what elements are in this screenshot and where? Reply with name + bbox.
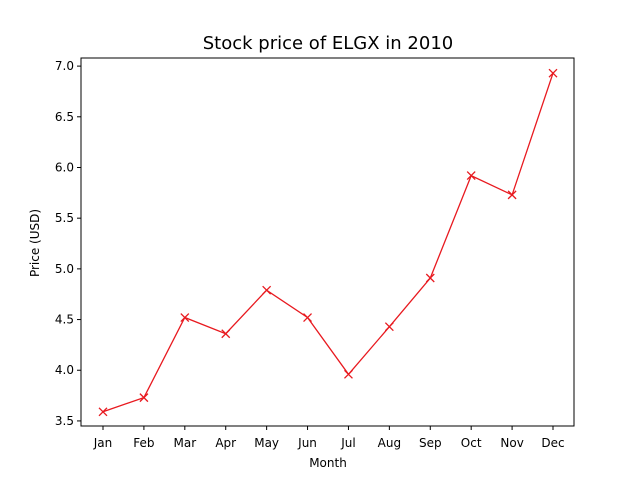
x-tick-label: Jan	[93, 436, 113, 450]
y-tick-label: 4.0	[55, 363, 74, 377]
y-axis-label: Price (USD)	[28, 209, 42, 277]
data-point	[303, 313, 313, 322]
chart-title: Stock price of ELGX in 2010	[203, 33, 453, 54]
plot-frame	[80, 57, 575, 427]
y-tick-label: 5.5	[55, 211, 74, 225]
data-point	[139, 393, 149, 403]
plot-area: 3.5 4.0 4.5 5.0 5.5 6.0 6.5 7.0 Jan Feb Mar Apr May J…	[55, 57, 575, 450]
x-tick-label: Nov	[500, 436, 523, 450]
x-tick-label: Apr	[215, 436, 236, 450]
x-tick-label: Aug	[378, 436, 401, 450]
y-tick-label: 6.5	[55, 110, 74, 124]
series-line	[102, 72, 554, 413]
x-tick-label: May	[254, 436, 279, 450]
data-point	[343, 369, 353, 379]
data-point	[507, 190, 517, 200]
x-tick-label: Jul	[340, 436, 355, 450]
data-point	[262, 285, 272, 295]
x-tick-label: Oct	[461, 436, 482, 450]
x-tick-label: Feb	[133, 436, 154, 450]
data-point	[425, 273, 435, 283]
y-tick-label: 3.5	[55, 414, 74, 428]
x-tick-label: Sep	[419, 436, 442, 450]
y-tick-label: 6.0	[55, 160, 74, 174]
data-point	[98, 407, 108, 417]
data-point	[466, 171, 476, 181]
data-point	[384, 322, 394, 332]
y-tick-label: 5.0	[55, 262, 74, 276]
x-tick-label: Jun	[297, 436, 317, 450]
data-point	[548, 68, 558, 78]
data-point	[180, 313, 190, 322]
y-tick-label: 4.5	[55, 313, 74, 327]
y-tick-label: 7.0	[55, 59, 74, 73]
x-tick-label: Mar	[173, 436, 196, 450]
x-tick-label: Dec	[541, 436, 564, 450]
x-axis-label: Month	[309, 456, 347, 470]
data-point	[221, 329, 231, 339]
